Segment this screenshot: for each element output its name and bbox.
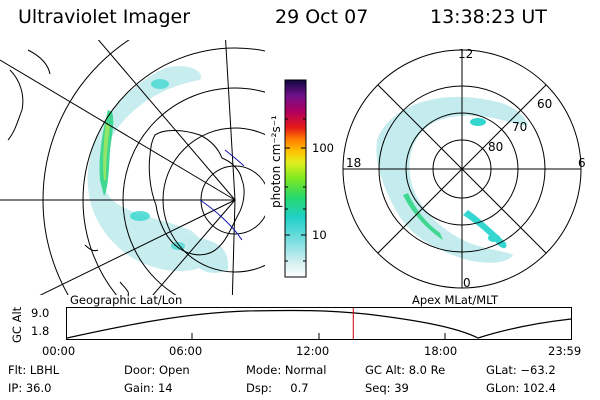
dsp-label: Dsp: 0.7 xyxy=(246,381,309,395)
mlt-label-18: 18 xyxy=(346,156,362,170)
geographic-map-panel xyxy=(0,40,265,295)
door-label: Door: Open xyxy=(124,363,190,377)
seq-label: Seq: 39 xyxy=(365,381,409,395)
altitude-curve xyxy=(66,309,572,339)
date-label: 29 Oct 07 xyxy=(275,6,369,28)
polar-mlat-mlt-panel xyxy=(342,49,582,289)
altitude-ylabel: GC Alt xyxy=(10,306,24,343)
gain-label: Gain: 14 xyxy=(124,381,173,395)
meridian-lines xyxy=(0,40,236,295)
filter-label: Flt: LBHL xyxy=(8,363,60,377)
time-tick-0000: 00:00 xyxy=(42,344,76,358)
mlt-label-0: 0 xyxy=(463,276,471,290)
alt-tick-1-8: 1.8 xyxy=(31,324,50,338)
glon-label: GLon: 102.4 xyxy=(486,381,556,395)
colorbar xyxy=(284,79,307,278)
colorbar-unit-label: photon cm⁻²s⁻¹ xyxy=(269,115,283,208)
time-tick-0600: 06:00 xyxy=(169,344,203,358)
aurora-oval xyxy=(376,96,520,263)
coastline xyxy=(148,130,245,256)
glat-label: GLat: −63.2 xyxy=(486,363,556,377)
time-tick-2359: 23:59 xyxy=(548,344,582,358)
mlat-label-70: 70 xyxy=(512,120,528,134)
colorbar-tick-100: 100 xyxy=(312,141,334,155)
mlat-label-80: 80 xyxy=(488,140,504,154)
mlt-label-12: 12 xyxy=(458,47,474,61)
altitude-plot xyxy=(66,307,572,340)
time-label: 13:38:23 UT xyxy=(430,6,547,28)
app-title: Ultraviolet Imager xyxy=(18,6,191,28)
mode-label: Mode: Normal xyxy=(246,363,327,377)
mlat-label-60: 60 xyxy=(537,97,553,111)
gc-alt-label: GC Alt: 8.0 Re xyxy=(365,363,446,377)
ip-label: IP: 36.0 xyxy=(8,381,52,395)
apex-caption: Apex MLat/MLT xyxy=(412,293,499,307)
colorbar-tick-10: 10 xyxy=(312,228,327,242)
time-tick-1800: 18:00 xyxy=(424,344,458,358)
mlt-label-6: 6 xyxy=(578,156,586,170)
geographic-caption: Geographic Lat/Lon xyxy=(70,293,183,307)
aurora-faint-band xyxy=(87,66,206,272)
alt-tick-9: 9.0 xyxy=(31,306,50,320)
polar-grid xyxy=(342,49,582,289)
time-tick-1200: 12:00 xyxy=(296,344,330,358)
